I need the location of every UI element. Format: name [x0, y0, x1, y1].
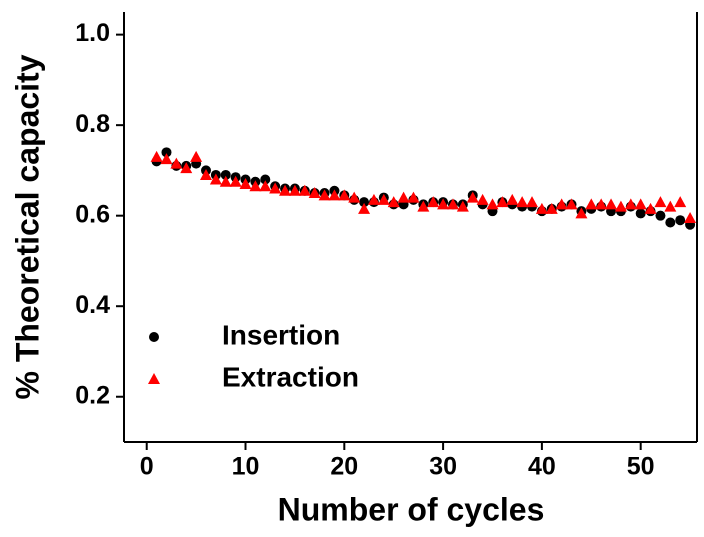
x-tick-label: 10 [232, 453, 260, 481]
triangle-marker [545, 202, 558, 214]
triangle-marker [417, 200, 430, 212]
triangle-marker [674, 196, 687, 208]
triangle-marker [634, 198, 647, 210]
triangle-marker [526, 196, 539, 208]
triangle-marker [446, 198, 459, 210]
y-axis-title: % Theoretical capacity [9, 54, 45, 399]
circle-marker [675, 215, 686, 226]
triangle-marker [585, 198, 598, 210]
triangle-marker [605, 198, 618, 210]
triangle-marker [377, 193, 390, 205]
y-tick-label: 0.6 [75, 200, 110, 228]
triangle-marker [318, 189, 331, 201]
triangle-marker [209, 173, 222, 185]
triangle-marker [407, 191, 420, 203]
circle-marker [655, 210, 666, 221]
x-tick-label: 20 [330, 453, 358, 481]
legend-label: Insertion [222, 319, 340, 350]
triangle-marker [506, 193, 519, 205]
triangle-marker [219, 175, 232, 187]
triangle-marker [160, 153, 173, 165]
triangle-marker [150, 150, 163, 162]
triangle-marker [269, 182, 282, 194]
triangle-marker [427, 196, 440, 208]
triangle-marker [170, 157, 183, 169]
y-tick-label: 0.4 [75, 291, 110, 319]
triangle-marker [664, 200, 677, 212]
triangle-marker [614, 200, 627, 212]
circle-marker [635, 208, 646, 219]
triangle-marker [684, 211, 697, 223]
triangle-marker [644, 202, 657, 214]
triangle-marker [279, 184, 292, 196]
triangle-marker [367, 193, 380, 205]
y-tick-label: 0.8 [75, 110, 110, 138]
triangle-marker [148, 373, 160, 384]
circle-marker [220, 169, 231, 180]
triangle-marker [486, 198, 499, 210]
triangle-marker [199, 168, 212, 180]
circle-marker [665, 217, 676, 228]
x-tick-label: 40 [528, 453, 556, 481]
triangle-marker [328, 189, 341, 201]
x-axis-title: Number of cycles [278, 491, 545, 527]
triangle-marker [288, 184, 301, 196]
legend-label: Extraction [222, 361, 359, 392]
y-tick-label: 0.2 [75, 381, 110, 409]
x-tick-label: 50 [627, 453, 655, 481]
triangle-marker [229, 175, 242, 187]
triangle-marker [476, 193, 489, 205]
triangle-marker [595, 198, 608, 210]
triangle-marker [397, 191, 410, 203]
triangle-marker [308, 187, 321, 199]
triangle-marker [516, 196, 529, 208]
circle-marker [260, 174, 271, 185]
triangle-marker [338, 189, 351, 201]
triangle-marker [239, 178, 252, 189]
triangle-marker [298, 184, 311, 196]
triangle-marker [259, 180, 272, 192]
triangle-marker [249, 180, 262, 192]
triangle-marker [496, 196, 509, 208]
triangle-marker [575, 207, 588, 219]
triangle-marker [466, 191, 479, 203]
y-tick-label: 1.0 [75, 19, 110, 47]
triangle-marker [190, 150, 203, 162]
circle-marker [161, 147, 172, 158]
circle-marker [149, 332, 159, 342]
triangle-marker [358, 202, 371, 214]
triangle-marker [180, 162, 193, 174]
triangle-marker [456, 200, 469, 212]
triangle-marker [555, 198, 568, 210]
triangle-marker [535, 202, 548, 214]
triangle-marker [437, 198, 450, 210]
triangle-marker [348, 191, 361, 203]
x-tick-label: 0 [140, 453, 154, 481]
triangle-marker [387, 196, 400, 208]
triangle-marker [565, 198, 578, 210]
x-tick-label: 30 [429, 453, 457, 481]
triangle-marker [624, 198, 637, 210]
triangle-marker [654, 196, 667, 208]
circle-marker [359, 197, 370, 208]
